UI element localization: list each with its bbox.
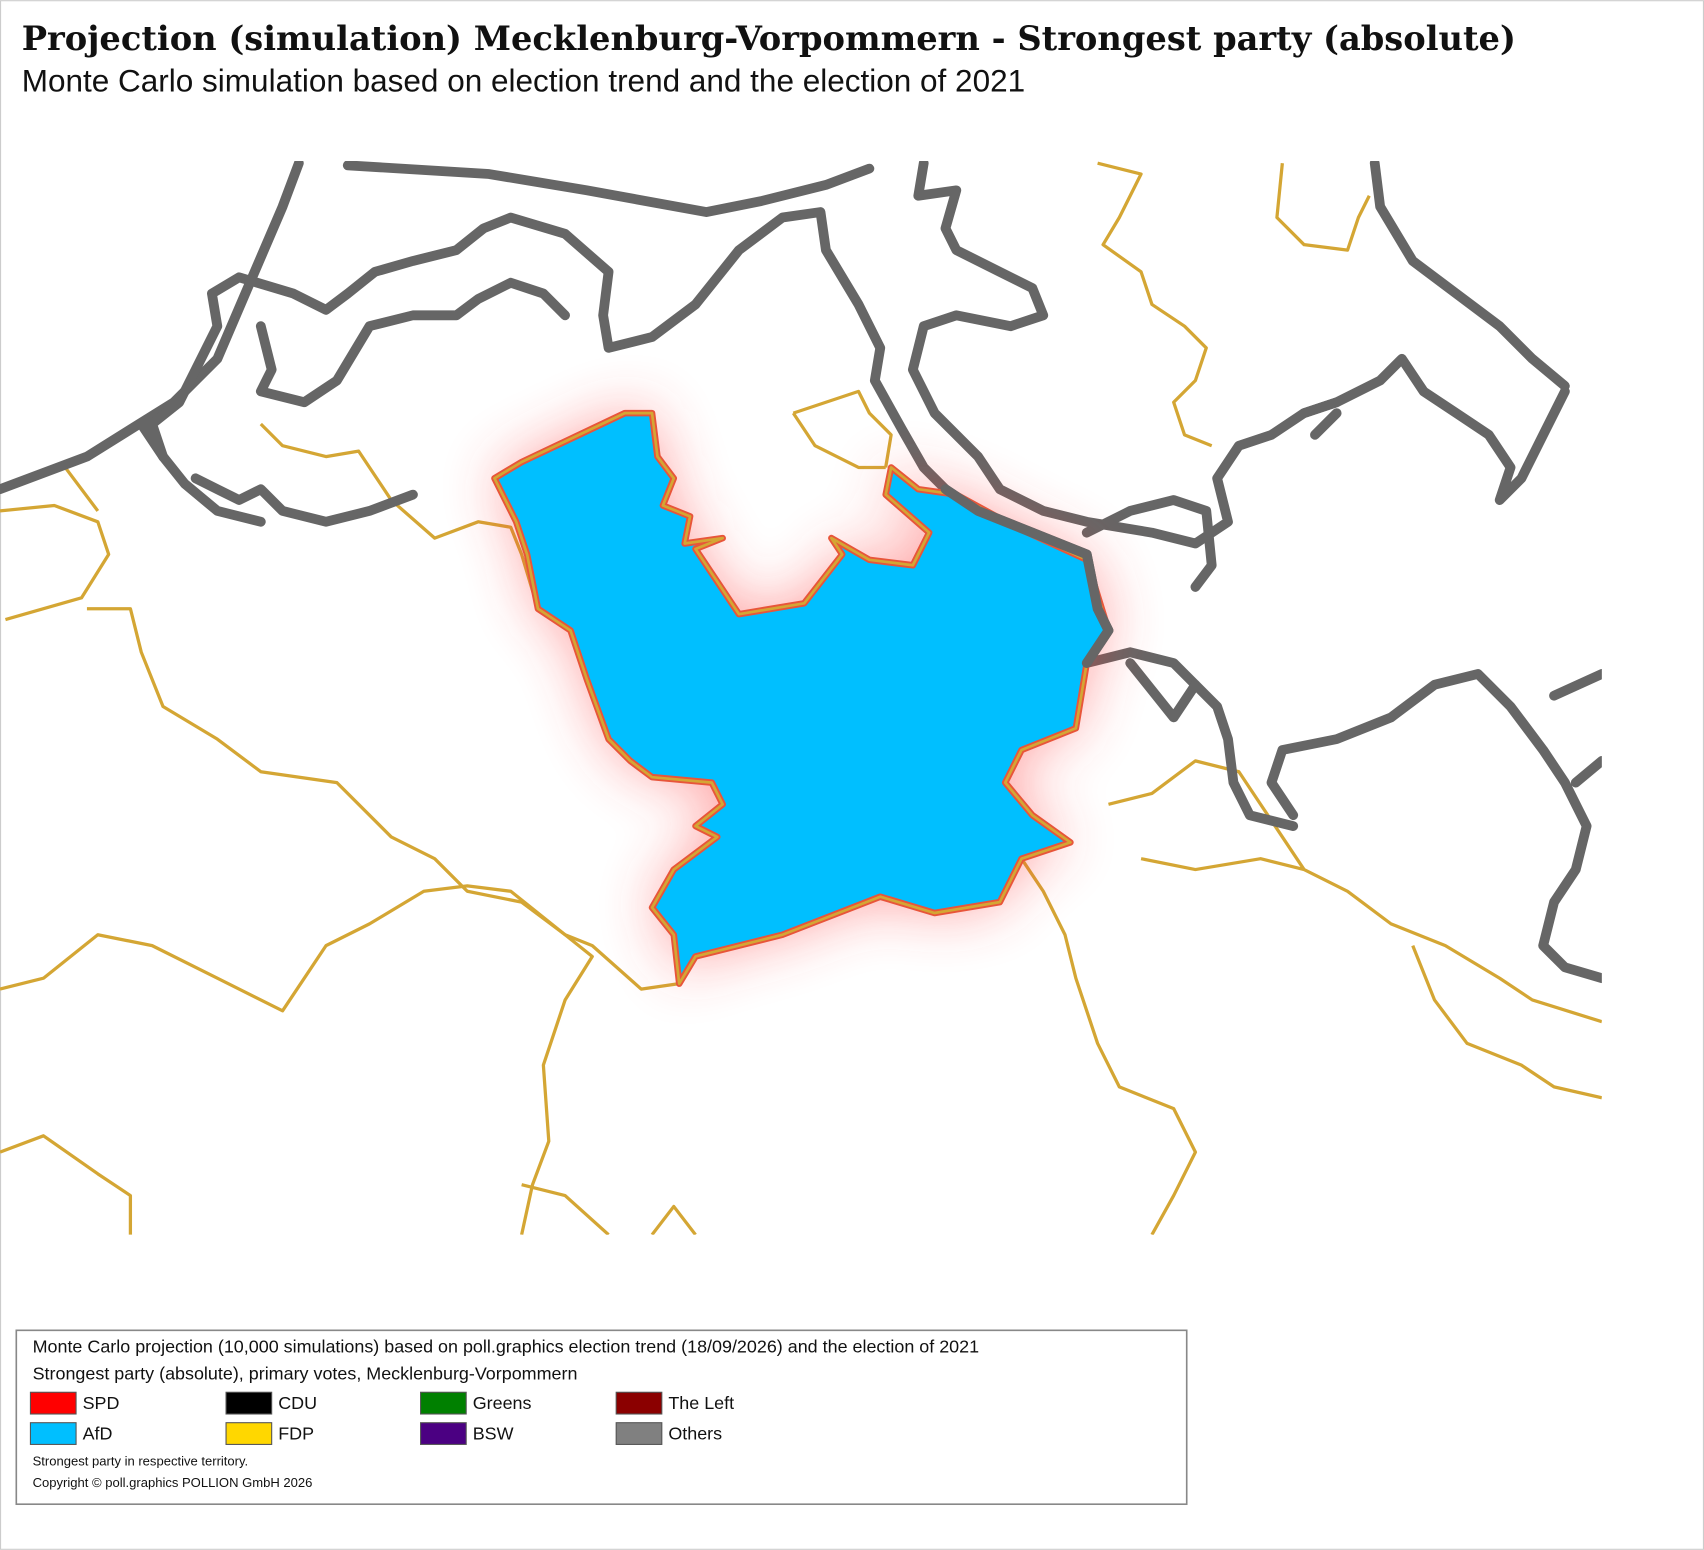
title: Projection (simulation) Mecklenburg-Vorp… xyxy=(22,18,1516,58)
legend-label: Greens xyxy=(473,1393,532,1413)
map xyxy=(0,160,1602,1235)
legend-label: BSW xyxy=(473,1423,514,1443)
legend-note: Copyright © poll.graphics POLLION GmbH 2… xyxy=(33,1475,313,1490)
legend-line: Strongest party (absolute), primary vote… xyxy=(33,1364,578,1384)
subtitle: Monte Carlo simulation based on election… xyxy=(22,62,1025,98)
legend-label: SPD xyxy=(83,1393,120,1413)
legend-label: The Left xyxy=(668,1393,734,1413)
legend-swatch xyxy=(29,1422,77,1445)
legend-label: FDP xyxy=(278,1423,314,1443)
legend-label: CDU xyxy=(278,1393,317,1413)
legend-swatch xyxy=(225,1422,273,1445)
legend-label: AfD xyxy=(83,1423,113,1443)
legend-swatch xyxy=(225,1391,273,1415)
legend-swatch xyxy=(615,1422,663,1445)
coastlines xyxy=(0,160,1602,984)
highlight-region xyxy=(491,409,1114,987)
legend-swatch xyxy=(29,1391,77,1415)
legend-swatch xyxy=(420,1422,467,1445)
legend-note: Strongest party in respective territory. xyxy=(33,1453,249,1468)
legend: Monte Carlo projection (10,000 simulatio… xyxy=(15,1329,1188,1506)
legend-line: Monte Carlo projection (10,000 simulatio… xyxy=(33,1336,980,1356)
legend-swatch xyxy=(420,1391,467,1415)
legend-box xyxy=(15,1329,1188,1506)
legend-label: Others xyxy=(668,1423,722,1443)
legend-swatch xyxy=(615,1391,663,1415)
region-borders xyxy=(0,161,1602,1235)
